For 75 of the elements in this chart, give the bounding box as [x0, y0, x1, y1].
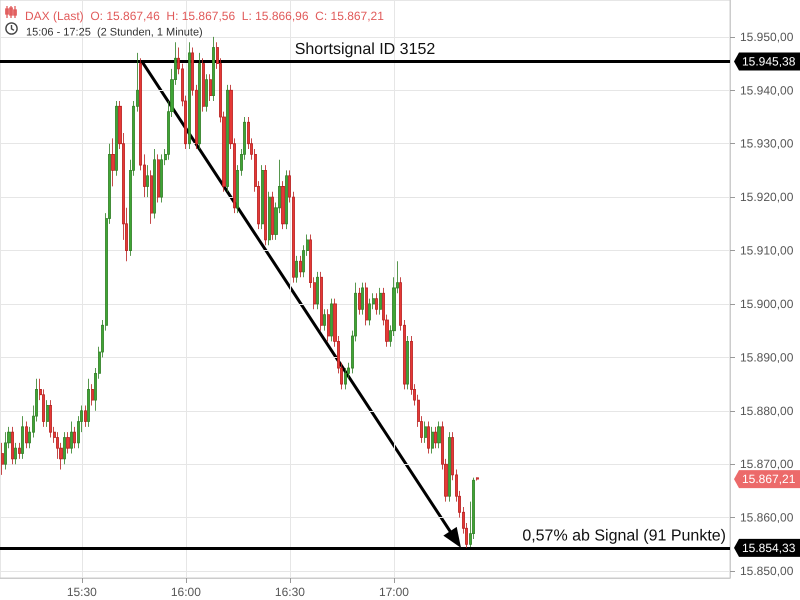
- candlestick: [66, 432, 70, 454]
- ref-line-label: 0,57% ab Signal (91 Punkte): [522, 527, 726, 544]
- candlestick: [21, 416, 24, 460]
- candlestick: [285, 170, 288, 230]
- candlestick: [73, 426, 76, 449]
- y-tick-label: 15.850,00: [740, 564, 794, 578]
- text: 15.854,33: [742, 540, 796, 555]
- candlestick: [379, 288, 382, 316]
- candlestick: [14, 442, 17, 465]
- candlestick: [18, 442, 21, 460]
- candlestick: [316, 272, 319, 310]
- text: 15:06 - 17:25 (2 Stunden, 1 Minute): [26, 26, 203, 38]
- candlestick: [188, 42, 191, 150]
- y-tick-label: 15.930,00: [740, 136, 794, 151]
- candlestick: [209, 74, 212, 102]
- candlestick: [261, 164, 264, 230]
- candlestick: [358, 288, 361, 316]
- candlestick: [84, 405, 87, 428]
- candlestick: [476, 476, 479, 481]
- ref-line-label: Shortsignal ID 3152: [294, 41, 436, 58]
- y-tick-label: 15.910,00: [740, 244, 794, 258]
- candlestick: [299, 255, 302, 278]
- candlestick: [424, 421, 427, 444]
- candlestick: [153, 148, 156, 219]
- candlestick: [375, 292, 378, 316]
- text: DAX (Last) O: 15.867,46 H: 15.867,56 L: 15.866,96 C: 15.867,21: [25, 9, 384, 23]
- candlestick: [87, 378, 90, 428]
- text: 15.867,21: [742, 472, 796, 486]
- candlestick: [146, 164, 149, 198]
- candlestick: [365, 282, 368, 326]
- candlestick: [115, 100, 118, 176]
- text: 15.945,38: [742, 54, 796, 69]
- candlestick: [63, 432, 66, 465]
- y-tick-label: 15.950,00: [740, 30, 794, 44]
- candlestick: [320, 272, 323, 332]
- candlestick: [434, 426, 437, 449]
- x-tick-label: 17:00: [378, 585, 410, 599]
- x-tick-label: 16:30: [274, 585, 306, 599]
- candlestick: [264, 164, 267, 246]
- candlestick: [157, 154, 160, 203]
- candlestick: [295, 255, 298, 283]
- candlestick: [271, 191, 274, 240]
- candlestick: [1, 442, 4, 476]
- candlestick: [330, 298, 333, 342]
- candlestick: [11, 426, 14, 465]
- candlestick: [205, 74, 208, 112]
- candlestick: [448, 432, 451, 502]
- candlestick: [25, 421, 28, 449]
- x-tick-label: 15:30: [66, 585, 98, 599]
- candlestick: [268, 191, 271, 246]
- y-tick-label: 15.880,00: [740, 404, 794, 418]
- candlestick: [202, 58, 205, 112]
- candlestick: [111, 138, 115, 187]
- candlestick: [427, 421, 430, 454]
- y-tick-label: 15.940,00: [740, 83, 794, 98]
- candlestick: [226, 84, 229, 192]
- y-tick-label: 15.870,00: [740, 457, 794, 472]
- candlestick: [198, 52, 201, 150]
- y-tick-label: 15.900,00: [740, 296, 794, 311]
- y-tick-label: 15.920,00: [740, 190, 794, 204]
- candlestick: [361, 282, 364, 316]
- candlestick: [281, 180, 285, 230]
- y-tick-label: 15.890,00: [740, 350, 794, 364]
- x-tick-label: 16:00: [170, 585, 202, 599]
- candlestick: [150, 170, 153, 224]
- candlestick: [431, 426, 434, 454]
- candlestick: [323, 308, 326, 332]
- candlestick: [46, 400, 49, 428]
- candlestick: [406, 336, 409, 390]
- y-tick-label: 15.860,00: [740, 510, 794, 525]
- candlestick: [91, 384, 94, 406]
- candlestick: [327, 308, 330, 342]
- candlestick: [70, 421, 73, 454]
- candlestick: [212, 36, 215, 102]
- candlestick: [437, 421, 441, 449]
